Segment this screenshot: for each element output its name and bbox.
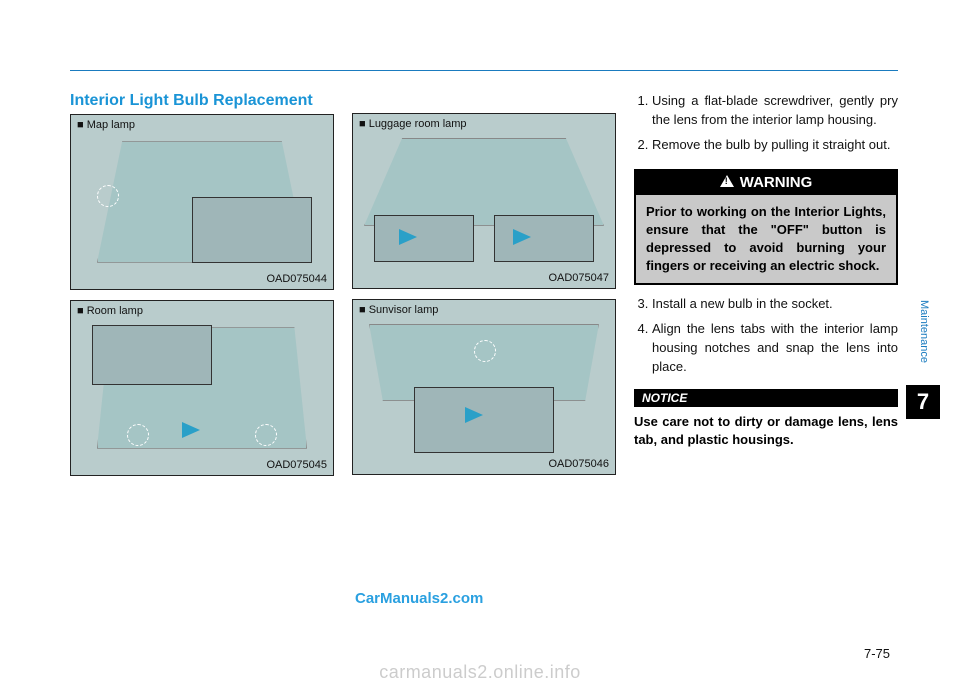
figure-label: ■ Room lamp xyxy=(77,305,327,317)
figure-room-lamp: ■ Room lamp OAD075045 xyxy=(70,300,334,476)
callout-circle xyxy=(127,424,149,446)
column-1: Interior Light Bulb Replacement ■ Map la… xyxy=(70,92,334,639)
arrow-icon xyxy=(399,229,417,245)
figure-map-lamp: ■ Map lamp OAD075044 xyxy=(70,114,334,290)
warning-heading: WARNING xyxy=(636,171,896,195)
page-content: Interior Light Bulb Replacement ■ Map la… xyxy=(70,92,898,639)
steps-list-b: Install a new bulb in the socket. Align … xyxy=(634,295,898,382)
figure-code: OAD075046 xyxy=(548,458,609,470)
inset-detail xyxy=(192,197,312,263)
spacer xyxy=(352,92,616,113)
figure-label: ■ Luggage room lamp xyxy=(359,118,609,130)
figure-body xyxy=(77,319,327,457)
steps-list-a: Using a flat-blade screwdriver, gently p… xyxy=(634,92,898,161)
arrow-icon xyxy=(465,407,483,423)
sidebar-chapter-label: Maintenance xyxy=(918,300,930,363)
step-item: Using a flat-blade screwdriver, gently p… xyxy=(652,92,898,130)
section-title: Interior Light Bulb Replacement xyxy=(70,92,334,110)
warning-body: Prior to working on the Interior Lights,… xyxy=(636,195,896,284)
figure-label: ■ Map lamp xyxy=(77,119,327,131)
columns: Interior Light Bulb Replacement ■ Map la… xyxy=(70,92,898,639)
figure-body xyxy=(359,318,609,456)
watermark-carmanuals2: CarManuals2.com xyxy=(355,590,483,607)
inset-detail xyxy=(374,215,474,262)
step-item: Align the lens tabs with the interior la… xyxy=(652,320,898,377)
arrow-icon xyxy=(182,422,200,438)
warning-heading-text: WARNING xyxy=(740,174,813,191)
figure-code: OAD075047 xyxy=(548,272,609,284)
figure-label: ■ Sunvisor lamp xyxy=(359,304,609,316)
column-3: Using a flat-blade screwdriver, gently p… xyxy=(634,92,898,639)
figure-body xyxy=(359,132,609,270)
column-2: ■ Luggage room lamp OAD075047 ■ Sunvisor… xyxy=(352,92,616,639)
sidebar-chapter-number: 7 xyxy=(906,385,940,419)
figure-code: OAD075044 xyxy=(266,273,327,285)
figure-body xyxy=(77,133,327,271)
notice-label: NOTICE xyxy=(634,389,898,407)
page-number: 7-75 xyxy=(864,646,890,661)
callout-circle xyxy=(255,424,277,446)
figure-sunvisor-lamp: ■ Sunvisor lamp OAD075046 xyxy=(352,299,616,475)
top-rule xyxy=(70,70,898,71)
inset-detail xyxy=(494,215,594,262)
warning-box: WARNING Prior to working on the Interior… xyxy=(634,169,898,286)
callout-circle xyxy=(474,340,496,362)
notice-text: Use care not to dirty or damage lens, le… xyxy=(634,413,898,449)
illustration-shape xyxy=(364,138,604,226)
warning-icon xyxy=(720,175,734,187)
watermark-footer: carmanuals2.online.info xyxy=(0,662,960,683)
inset-detail xyxy=(414,387,554,453)
arrow-icon xyxy=(513,229,531,245)
figure-code: OAD075045 xyxy=(266,459,327,471)
step-item: Remove the bulb by pulling it straight o… xyxy=(652,136,898,155)
inset-detail xyxy=(92,325,212,386)
step-item: Install a new bulb in the socket. xyxy=(652,295,898,314)
figure-luggage-lamp: ■ Luggage room lamp OAD075047 xyxy=(352,113,616,289)
